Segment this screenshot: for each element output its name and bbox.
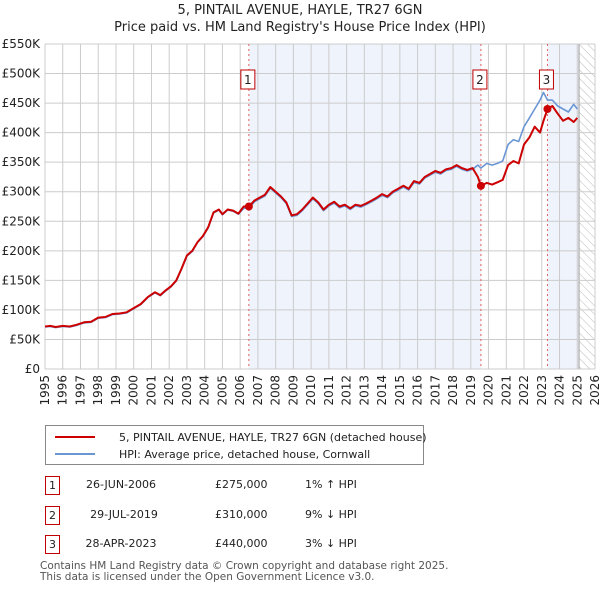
x-tick-label: 2006	[233, 375, 247, 406]
x-tick-label: 2002	[162, 375, 176, 406]
legend-swatch-property	[55, 436, 95, 438]
y-tick-label: £350K	[2, 155, 42, 169]
y-tick-label: £250K	[2, 214, 42, 228]
sale-point	[244, 202, 253, 211]
y-tick-label: £0	[25, 362, 40, 376]
sale-row: 3 28-APR-2023 £440,000 3% ↓ HPI	[45, 535, 445, 555]
x-tick-label: 2024	[553, 375, 567, 406]
property-price-line	[45, 105, 579, 328]
sale-annotation-box	[538, 69, 554, 90]
y-tick-label: £400K	[2, 126, 42, 140]
sale-price: £275,000	[215, 478, 268, 491]
sale-date: 28-APR-2023	[85, 537, 157, 550]
y-tick-label: £450K	[2, 96, 42, 110]
legend-label-property: 5, PINTAIL AVENUE, HAYLE, TR27 6GN (deta…	[119, 430, 427, 444]
x-tick-label: 2001	[144, 375, 158, 406]
x-tick-label: 2000	[127, 375, 141, 406]
legend-label-hpi: HPI: Average price, detached house, Corn…	[119, 447, 371, 461]
x-tick-label: 2010	[304, 375, 318, 406]
y-tick-label: £150K	[2, 273, 42, 287]
x-tick-label: 2014	[375, 375, 389, 406]
legend-item-property: 5, PINTAIL AVENUE, HAYLE, TR27 6GN (deta…	[46, 429, 427, 445]
price-chart: 1 2 3 £0 £50K £100K £150K £200K £250K £300K £350K…	[2, 37, 600, 406]
footer-line-2: This data is licensed under the Open Gov…	[40, 571, 375, 583]
sale-point	[543, 105, 552, 113]
y-tick-label: £100K	[2, 303, 42, 317]
x-tick-label: 1999	[109, 375, 123, 406]
sale-price: £440,000	[215, 537, 268, 550]
x-tick-label: 2005	[215, 375, 229, 406]
chart-title: 5, PINTAIL AVENUE, HAYLE, TR27 6GN	[177, 3, 423, 18]
x-tick-label: 2026	[588, 375, 600, 406]
x-tick-label: 2025	[570, 375, 584, 406]
footer-line-1: Contains HM Land Registry data © Crown c…	[40, 560, 449, 572]
x-tick-label: 2023	[535, 375, 549, 406]
x-tick-label: 2007	[251, 375, 265, 406]
sale-point	[476, 181, 485, 190]
x-tick-label: 2012	[340, 375, 354, 406]
y-tick-label: £200K	[2, 244, 42, 258]
y-tick-label: £550K	[2, 37, 42, 51]
sale-date: 26-JUN-2006	[85, 478, 157, 491]
x-tick-label: 2013	[357, 375, 371, 406]
sale-annotation-label: 1	[244, 73, 252, 87]
sale-row: 1 26-JUN-2006 £275,000 1% ↑ HPI	[45, 476, 445, 496]
sale-annotation-label: 2	[476, 73, 484, 87]
legend-item-hpi: HPI: Average price, detached house, Corn…	[46, 446, 423, 462]
sale-hpi-diff: 9% ↓ HPI	[305, 508, 357, 521]
x-tick-label: 2015	[393, 375, 407, 406]
sale-annotation-label: 3	[543, 73, 551, 87]
x-tick-label: 2021	[499, 375, 513, 406]
sale-number-badge: 2	[45, 506, 60, 525]
sale-number-badge: 3	[45, 535, 60, 554]
sale-date: 29-JUL-2019	[90, 508, 158, 521]
sale-hpi-diff: 3% ↓ HPI	[305, 537, 357, 550]
x-tick-label: 2022	[517, 375, 531, 406]
x-tick-label: 1996	[56, 375, 70, 406]
sale-number-badge: 1	[45, 476, 60, 495]
x-tick-label: 2003	[180, 375, 194, 406]
x-tick-label: 2009	[286, 375, 300, 406]
x-tick-label: 1998	[91, 375, 105, 406]
shaded-range	[547, 44, 580, 369]
sale-price: £310,000	[215, 508, 268, 521]
sale-annotation-box	[240, 69, 256, 90]
y-tick-label: £300K	[2, 185, 42, 199]
copyright-footer: Contains HM Land Registry data © Crown c…	[40, 561, 448, 583]
x-tick-label: 1997	[73, 375, 87, 406]
sale-hpi-diff: 1% ↑ HPI	[305, 478, 357, 491]
sale-row: 2 29-JUL-2019 £310,000 9% ↓ HPI	[45, 506, 445, 526]
x-tick-label: 2016	[411, 375, 425, 406]
sale-annotation-box	[472, 69, 488, 90]
x-tick-label: 2018	[446, 375, 460, 406]
y-tick-label: £50K	[9, 332, 41, 346]
x-tick-label: 1995	[38, 375, 52, 406]
x-tick-label: 2019	[464, 375, 478, 406]
chart-legend: 5, PINTAIL AVENUE, HAYLE, TR27 6GN (deta…	[45, 425, 427, 465]
x-tick-label: 2017	[428, 375, 442, 406]
y-tick-label: £500K	[2, 67, 42, 81]
x-tick-label: 2008	[269, 375, 283, 406]
x-tick-label: 2020	[482, 375, 496, 406]
chart-subtitle: Price paid vs. HM Land Registry's House …	[114, 20, 486, 35]
hatched-region	[579, 44, 595, 369]
x-tick-label: 2011	[322, 375, 336, 406]
x-tick-label: 2004	[198, 375, 212, 406]
legend-swatch-hpi	[55, 453, 95, 455]
shaded-range	[248, 44, 481, 369]
